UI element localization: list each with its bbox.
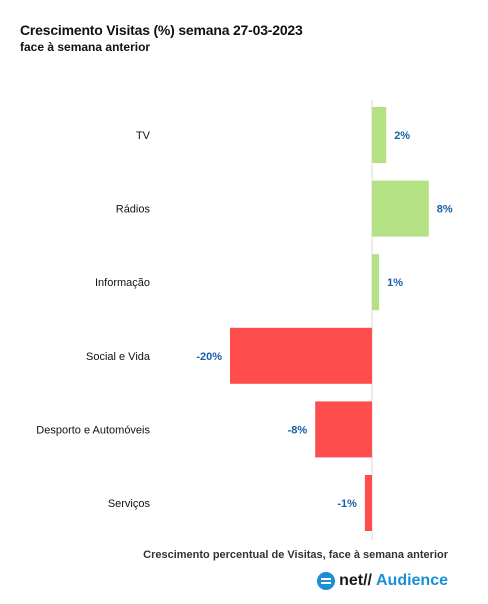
category-label: Rádios [116,204,151,216]
netaudience-logo: net//Audience [317,572,448,590]
category-label: Serviços [108,498,151,510]
bar [315,401,372,458]
category-label: Informação [95,277,150,289]
bar [230,327,372,384]
value-label: 8% [437,204,453,216]
bar [372,180,429,237]
value-label: -8% [288,424,308,436]
value-label: -20% [196,351,222,363]
category-label: Desporto e Automóveis [36,424,150,436]
logo-net-text: net// [339,572,372,589]
category-label: Social e Vida [86,351,151,363]
value-label: -1% [337,498,357,510]
netaudience-logo-icon [317,572,336,590]
bar [372,254,380,311]
value-label: 1% [387,277,403,289]
chart-subtitle: face à semana anterior [20,40,151,54]
category-label: TV [136,130,151,142]
logo-audience-text: Audience [375,572,448,589]
chart-caption: Crescimento percentual de Visitas, face … [143,549,448,561]
bar [364,475,372,531]
bar [372,107,387,163]
chart-title: Crescimento Visitas (%) semana 27-03-202… [20,22,303,38]
value-label: 2% [394,130,410,142]
